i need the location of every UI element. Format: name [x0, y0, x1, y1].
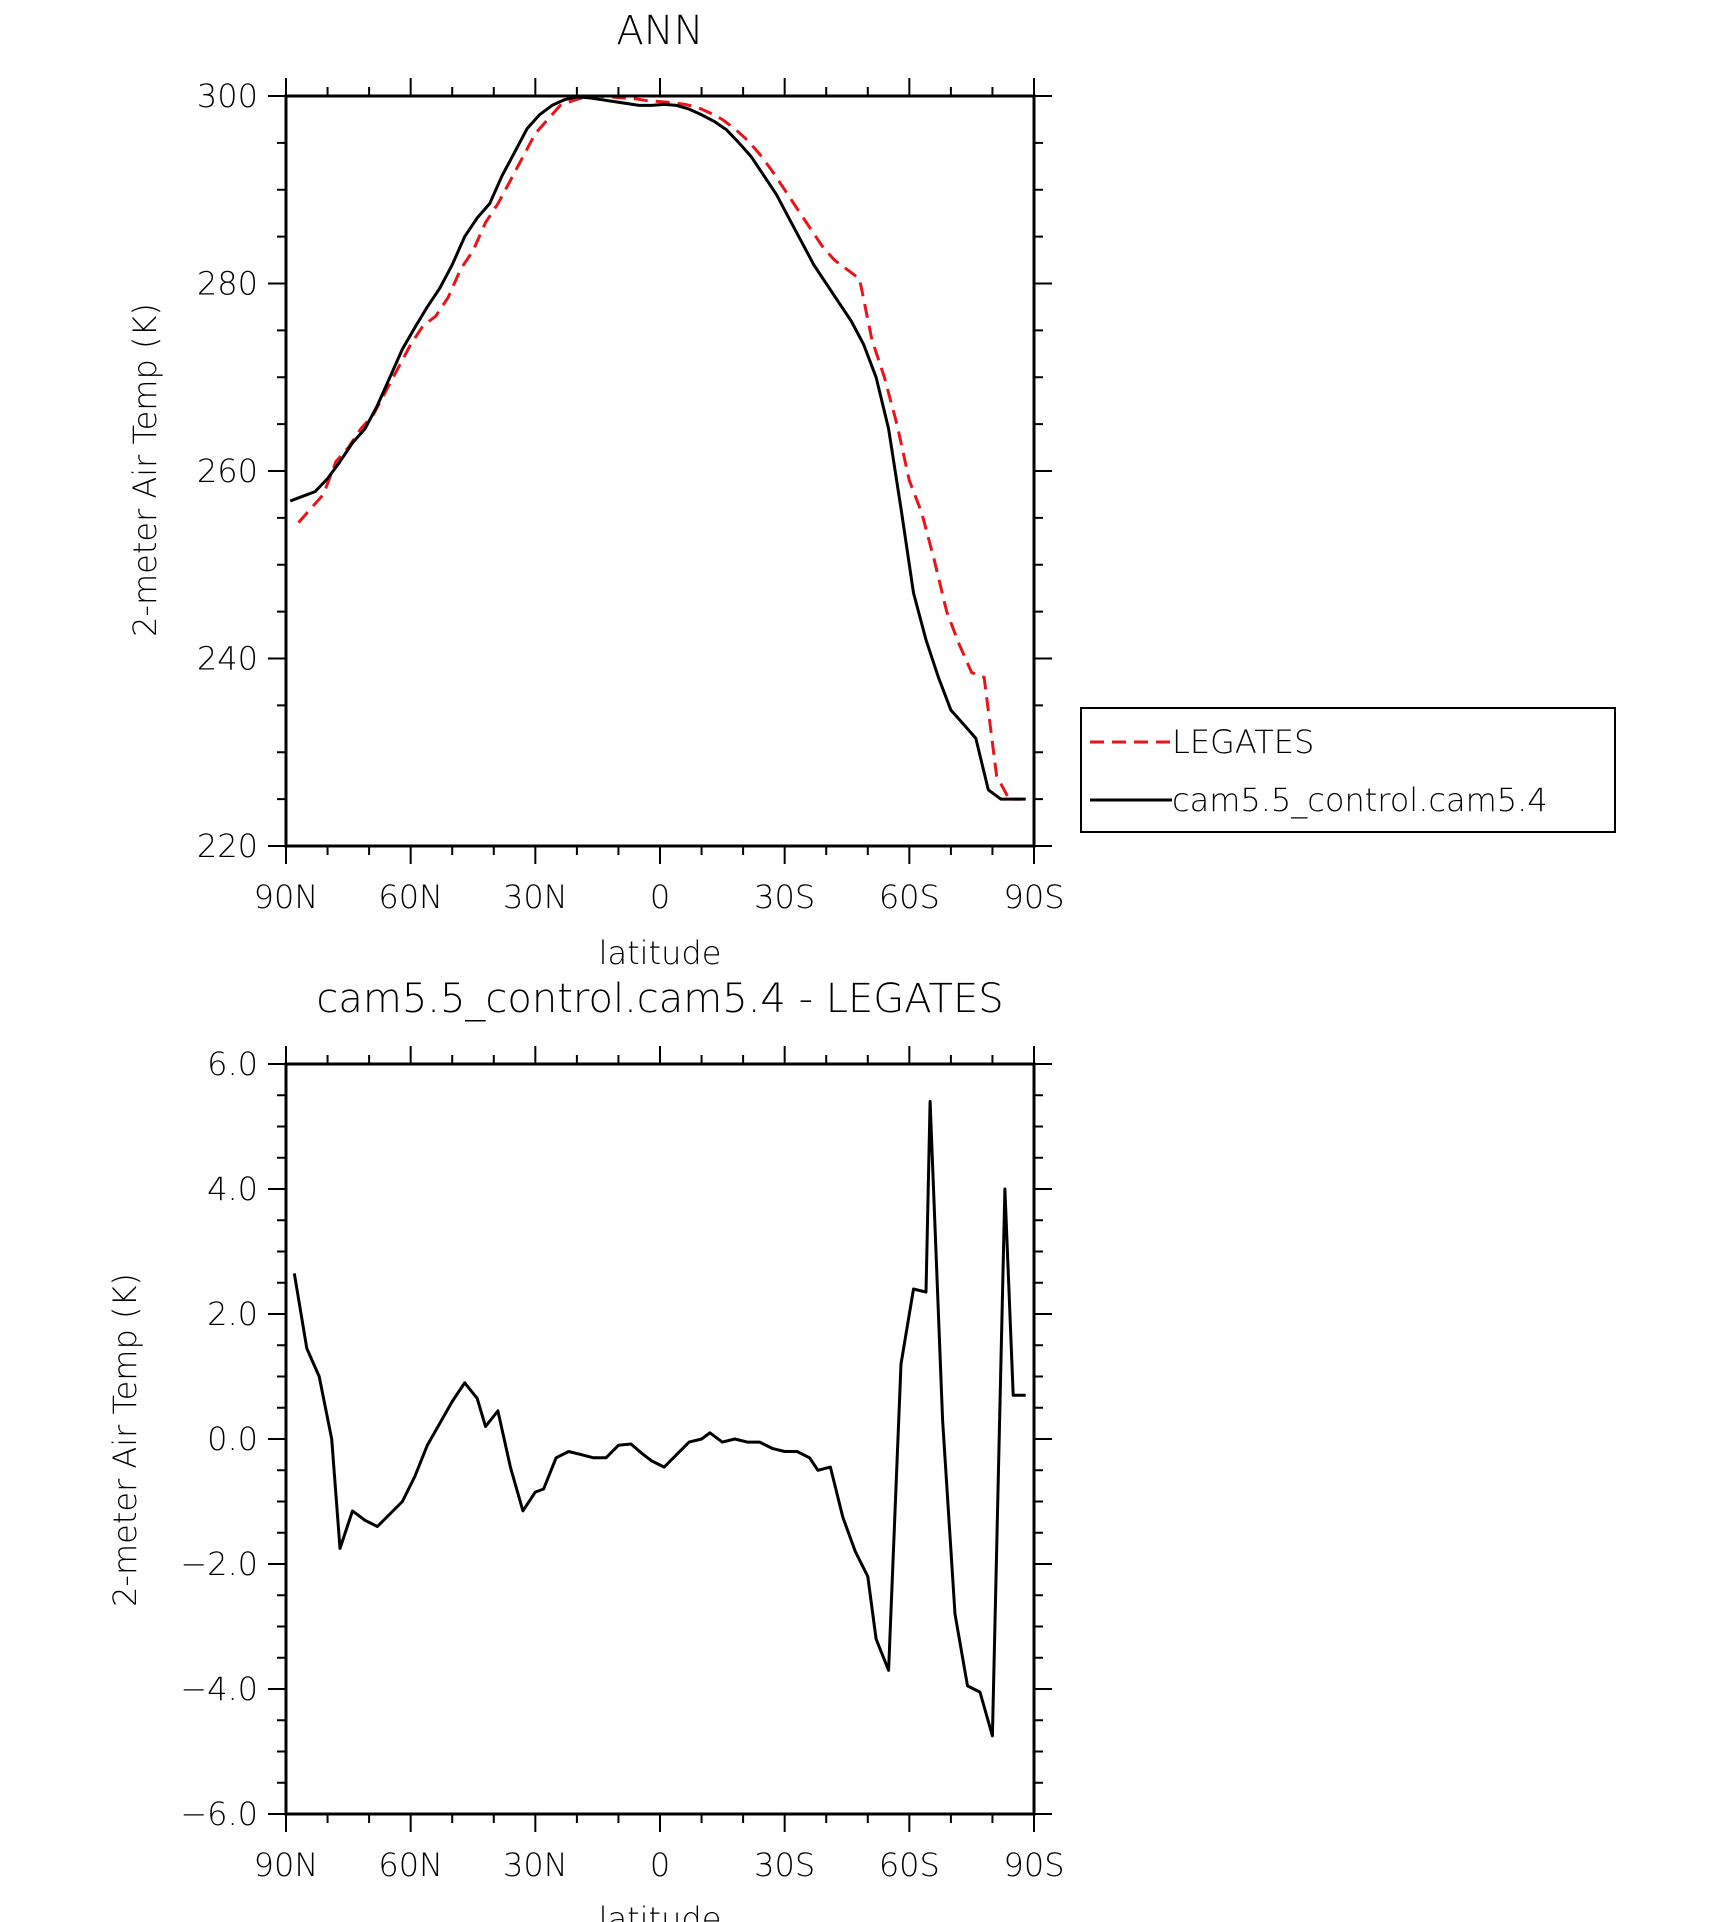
top-x-tick-label: 60S: [879, 878, 940, 916]
top-x-tick-label: 30N: [503, 878, 568, 916]
bottom-x-tick-label: 30N: [503, 1846, 568, 1884]
bottom-y-axis-ticks: −6.0 −4.0 −2.0 0.0 2.0 4.0 6.0: [180, 1045, 1052, 1833]
bottom-y-axis-label: 2-meter Air Temp (K): [106, 1273, 144, 1607]
legend: LEGATES cam5.5_control.cam5.4: [1080, 707, 1616, 833]
top-x-tick-label: 60N: [378, 878, 443, 916]
top-x-tick-label: 90S: [1003, 878, 1064, 916]
bottom-panel: cam5.5_control.cam5.4 - LEGATES −6.0 −4.0…: [106, 976, 1065, 1922]
bottom-y-tick-label: −6.0: [180, 1795, 258, 1833]
top-series-line-legates: [297, 94, 1022, 801]
bottom-y-tick-label: −4.0: [180, 1670, 258, 1708]
top-chart-title: ANN: [616, 8, 703, 54]
top-x-axis-label: latitude: [599, 934, 722, 972]
top-y-tick-label: 260: [197, 452, 258, 490]
bottom-y-tick-label: −2.0: [180, 1545, 258, 1583]
top-x-tick-label: 0: [650, 878, 670, 916]
top-plot-frame: [284, 94, 1036, 848]
top-y-tick-label: 280: [197, 265, 258, 303]
bottom-chart-title: cam5.5_control.cam5.4 - LEGATES: [316, 976, 1003, 1022]
top-series-line-cam5-5-control-cam5-4: [289, 95, 1026, 801]
bottom-y-tick-label: 0.0: [207, 1420, 258, 1458]
top-x-axis-ticks: 90N 60N 30N 0 30S 60S 90S: [254, 78, 1065, 916]
bottom-x-tick-label: 90S: [1003, 1846, 1064, 1884]
bottom-y-tick-label: 6.0: [207, 1045, 258, 1083]
bottom-y-tick-label: 2.0: [207, 1295, 258, 1333]
top-series-group: [289, 94, 1026, 801]
bottom-x-tick-label: 60N: [378, 1846, 443, 1884]
top-y-tick-label: 300: [197, 77, 258, 115]
top-y-axis-label: 2-meter Air Temp (K): [126, 303, 164, 637]
bottom-x-tick-label: 60S: [879, 1846, 940, 1884]
bottom-x-tick-label: 90N: [254, 1846, 319, 1884]
top-x-tick-label: 90N: [254, 878, 319, 916]
bottom-plot-frame: [284, 1062, 1036, 1816]
bottom-x-tick-label: 30S: [754, 1846, 815, 1884]
legend-box: [1080, 707, 1616, 833]
top-y-tick-label: 220: [197, 827, 258, 865]
top-x-tick-label: 30S: [754, 878, 815, 916]
bottom-x-axis-ticks: 90N 60N 30N 0 30S 60S 90S: [254, 1046, 1065, 1884]
bottom-series-group: [292, 1100, 1026, 1738]
legend-label-cam: cam5.5_control.cam5.4: [1172, 781, 1548, 819]
top-y-tick-label: 240: [197, 640, 258, 678]
bottom-y-tick-label: 4.0: [207, 1170, 258, 1208]
top-y-axis-ticks: 220 240 260 280 300: [197, 77, 1052, 865]
bottom-x-tick-label: 0: [650, 1846, 670, 1884]
bottom-series-line-difference: [292, 1100, 1026, 1738]
legend-label-legates: LEGATES: [1172, 723, 1314, 761]
bottom-x-axis-label: latitude: [599, 1900, 722, 1922]
